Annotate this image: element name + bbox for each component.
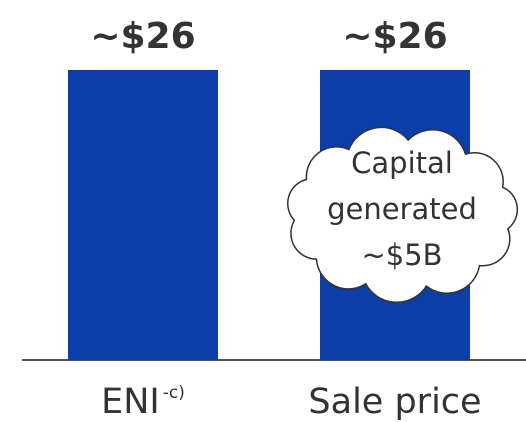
cloud-shape <box>287 126 519 304</box>
category-superscript: -c) <box>163 383 185 403</box>
annotation-text: Capital <box>351 146 453 180</box>
annotation: Capital generated ~$5B <box>287 126 519 304</box>
annotation-text: generated <box>327 192 477 226</box>
annotation-text: ~$5B <box>361 238 442 272</box>
bar <box>68 70 218 360</box>
x-tick-label: ENI -c) <box>101 382 185 422</box>
category-text: ENI <box>101 382 160 422</box>
value-label: ~$26 <box>342 16 447 57</box>
x-tick-label: Sale price <box>308 382 481 422</box>
value-label: ~$26 <box>90 16 195 57</box>
